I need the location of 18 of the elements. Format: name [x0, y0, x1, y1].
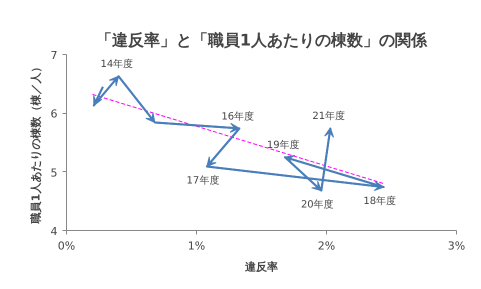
annotation: 20年度 [300, 198, 334, 211]
y-tick-label: 5 [50, 166, 58, 180]
chart-title: 「違反率」と「職員1人あたりの棟数」の関係 [96, 30, 428, 50]
x-tick-label: 2% [318, 240, 336, 252]
y-axis-title: 職員1人あたりの棟数（棟／人） [30, 62, 42, 224]
y-tick-label: 4 [50, 225, 58, 238]
x-tick-label: 1% [188, 240, 206, 252]
x-axis-title: 違反率 [244, 260, 278, 274]
annotation: 17年度 [186, 174, 220, 187]
annotation: 14年度 [100, 58, 134, 70]
annotation: 18年度 [363, 195, 396, 208]
annotation: 16年度 [221, 110, 254, 122]
x-tick-label: 3% [448, 240, 466, 252]
annotation: 19年度 [266, 139, 300, 152]
y-tick-label: 7 [50, 49, 58, 62]
x-tick-label: 0% [58, 240, 76, 252]
annotation: 21年度 [312, 110, 346, 122]
y-tick-label: 6 [50, 108, 58, 121]
